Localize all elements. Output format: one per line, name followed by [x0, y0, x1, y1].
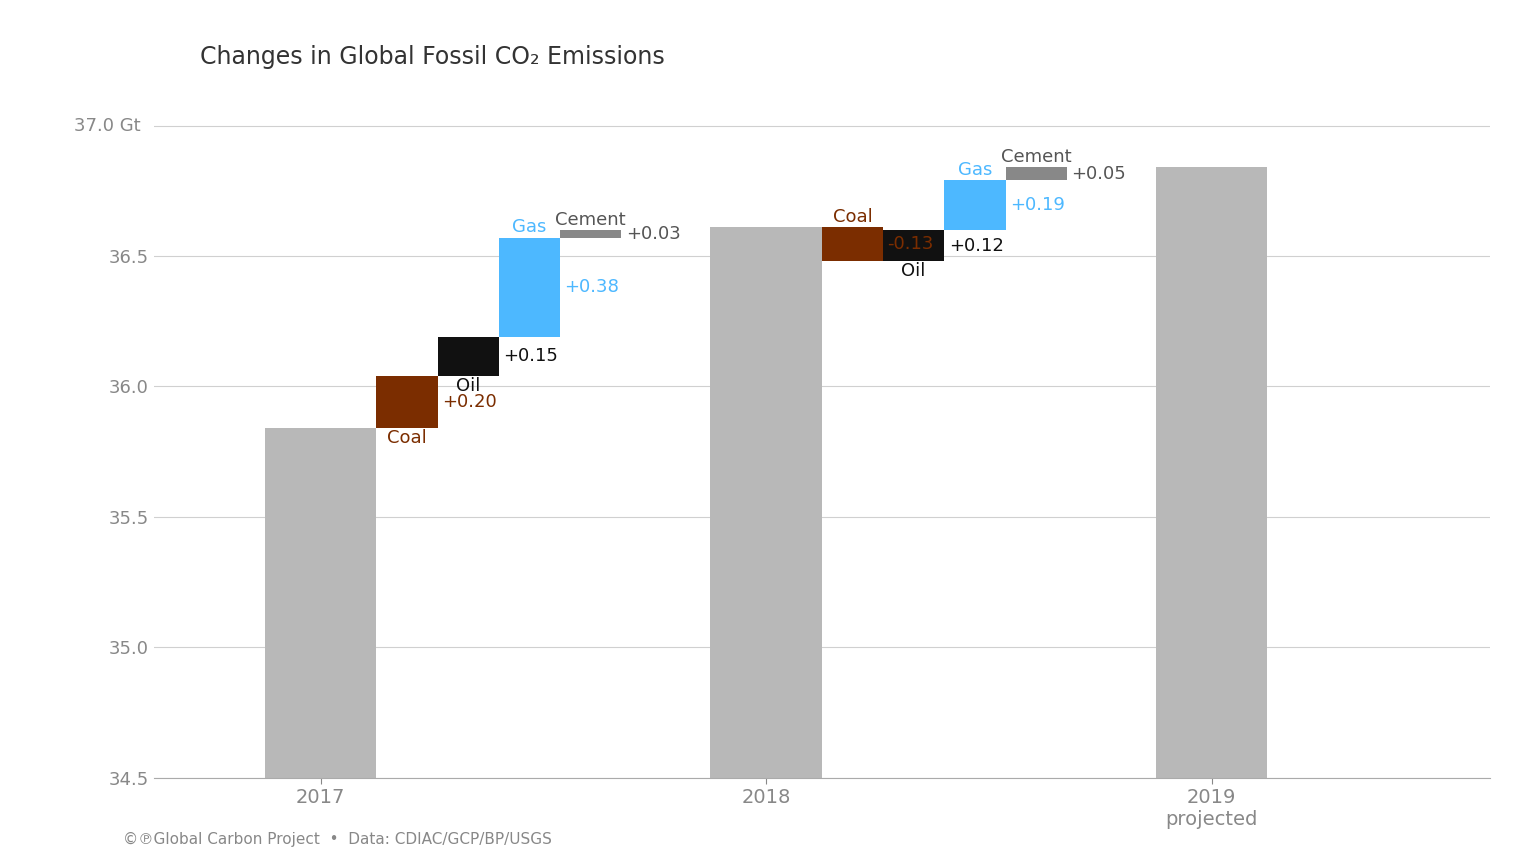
- Bar: [822, 227, 883, 261]
- Bar: [945, 181, 1006, 230]
- Text: Coal: Coal: [387, 429, 427, 448]
- Bar: [266, 428, 376, 778]
- Bar: [1157, 168, 1267, 778]
- Text: Oil: Oil: [456, 378, 481, 395]
- Text: ©℗Global Carbon Project  •  Data: CDIAC/GCP/BP/USGS: ©℗Global Carbon Project • Data: CDIAC/GC…: [123, 832, 551, 847]
- Text: Gas: Gas: [957, 161, 992, 179]
- Text: +0.19: +0.19: [1011, 196, 1064, 214]
- Bar: [376, 376, 438, 428]
- Text: -0.13: -0.13: [888, 235, 934, 253]
- Text: Coal: Coal: [833, 208, 872, 226]
- Text: +0.38: +0.38: [565, 278, 619, 296]
- Text: Oil: Oil: [902, 263, 926, 281]
- Bar: [561, 230, 621, 238]
- Text: +0.15: +0.15: [504, 347, 558, 365]
- Text: +0.05: +0.05: [1071, 165, 1126, 183]
- Text: +0.03: +0.03: [625, 225, 680, 243]
- Bar: [499, 238, 561, 337]
- Text: Cement: Cement: [1001, 148, 1072, 166]
- Bar: [883, 230, 945, 261]
- Bar: [438, 337, 499, 376]
- Bar: [1006, 168, 1068, 181]
- Text: +0.12: +0.12: [949, 237, 1003, 255]
- Text: 37.0 Gt: 37.0 Gt: [74, 117, 140, 135]
- Text: Gas: Gas: [511, 219, 547, 237]
- Bar: [710, 227, 822, 778]
- Text: +0.20: +0.20: [442, 393, 496, 411]
- Text: Changes in Global Fossil CO₂ Emissions: Changes in Global Fossil CO₂ Emissions: [200, 45, 665, 69]
- Text: Cement: Cement: [556, 211, 627, 229]
